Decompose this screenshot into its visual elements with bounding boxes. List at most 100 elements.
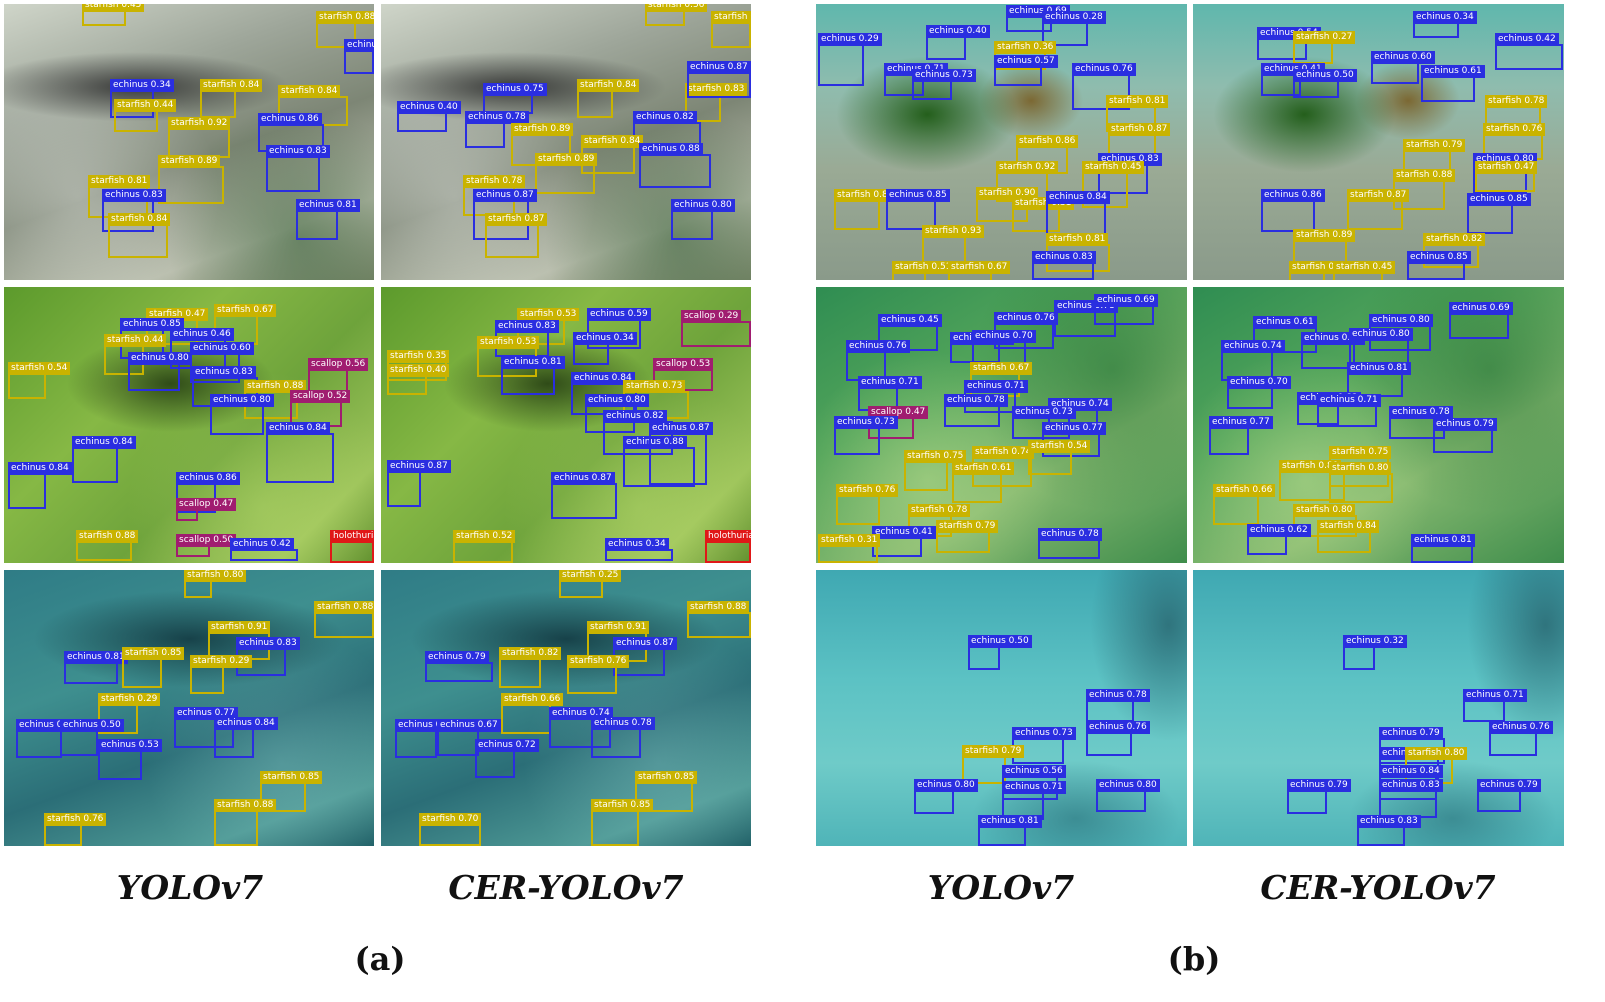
detection-label: starfish 0.67 <box>214 304 277 317</box>
sublabel-b: (b) <box>1167 940 1221 978</box>
detection-label: starfish 0.87 <box>1347 189 1410 202</box>
detection-label: echinus 0.69 <box>1094 294 1158 307</box>
detection-label: starfish 0.92 <box>996 161 1059 174</box>
detection-label: starfish 0.44 <box>104 334 167 347</box>
detection-label: starfish 0.81 <box>1106 95 1169 108</box>
detection-label: starfish 0.88 <box>316 11 374 24</box>
detection-box: holothurian <box>705 530 751 563</box>
detection-box: echinus 0.71 <box>1463 689 1527 722</box>
caption-b-cer-yolov7: CER-YOLOv7 <box>1260 868 1496 907</box>
detection-label: echinus 0.83 <box>344 39 374 52</box>
detection-label: starfish 0.88 <box>244 380 307 393</box>
detection-label: starfish 0.89 <box>511 123 574 136</box>
detection-label: starfish 0.85 <box>635 771 698 784</box>
detection-label: echinus 0.61 <box>1253 316 1317 329</box>
detection-box: starfish 0.76 <box>44 813 107 846</box>
detection-label: echinus 0.83 <box>102 189 166 202</box>
detection-box: starfish 0.40 <box>387 364 450 395</box>
detection-label: starfish 0.79 <box>1403 139 1466 152</box>
detection-label: echinus 0.73 <box>834 416 898 429</box>
detection-box: starfish 0.76 <box>836 484 899 525</box>
detection-label: starfish 0.53 <box>517 308 580 321</box>
detection-box: starfish 0.45 <box>82 4 145 26</box>
detection-box: starfish 0.81 <box>1046 233 1110 272</box>
detection-label: echinus 0.71 <box>1463 689 1527 702</box>
detection-box: starfish 0.27 <box>1293 31 1356 64</box>
detection-label: scallop 0.53 <box>653 358 714 371</box>
detection-box: starfish 0.84 <box>1317 520 1380 553</box>
detection-box: echinus 0.76 <box>1086 721 1150 756</box>
detection-label: starfish 0.45 <box>1333 261 1396 274</box>
detection-label: echinus 0.77 <box>174 707 238 720</box>
detection-label: starfish 0.84 <box>278 85 341 98</box>
detection-box: echinus 0.34 <box>1413 11 1477 38</box>
detection-box: starfish 0.81 <box>88 175 151 218</box>
detection-label: echinus 0.86 <box>176 472 240 485</box>
detection-label: echinus 0.77 <box>1042 422 1106 435</box>
panel-b-row1-cer: echinus 0.34 echinus 0.54 starfish 0.27 ech… <box>1193 4 1564 280</box>
detection-label: starfish 0.79 <box>936 520 999 533</box>
caption-a-yolov7: YOLOv7 <box>116 868 264 907</box>
detection-label: starfish 0.81 <box>88 175 151 188</box>
detection-label: echinus 0.59 <box>587 308 651 321</box>
detection-box: echinus 0.79 <box>1433 418 1497 453</box>
detection-label: starfish 0.88 <box>76 530 139 543</box>
detection-box: echinus 0.87 <box>387 460 451 507</box>
caption-a-cer-yolov7: CER-YOLOv7 <box>448 868 684 907</box>
detection-box: echinus 0.80 <box>128 352 192 391</box>
detection-label: echinus 0.76 <box>994 312 1058 325</box>
detection-box: echinus 0.78 <box>1301 332 1365 369</box>
detection-label: echinus 0.79 <box>1433 418 1497 431</box>
detection-label: echinus 0.70 <box>972 330 1036 343</box>
detection-label: echinus 0.75 <box>483 83 547 96</box>
detection-box: echinus 0.42 <box>1495 33 1563 70</box>
detection-label: starfish 0.47 <box>1475 161 1538 174</box>
detection-label: starfish 0.25 <box>559 570 622 582</box>
detection-box: echinus 0.34 <box>573 332 637 365</box>
detection-label: starfish 0.84 <box>200 79 263 92</box>
detection-box: starfish 0.88 <box>76 530 139 561</box>
detection-label: starfish 0.67 <box>970 362 1033 375</box>
detection-box: starfish 0.51 <box>1289 261 1352 280</box>
detection-label: starfish 0.36 <box>994 41 1057 54</box>
detection-box: echinus 0.70 <box>1227 376 1291 409</box>
detection-label: starfish 0.89 <box>1293 229 1356 242</box>
detection-box: starfish 0.84 <box>108 213 171 258</box>
detection-box: echinus 0.81 <box>978 815 1042 846</box>
detection-box: starfish 0.80 <box>1329 462 1393 503</box>
detection-label: echinus 0.84 <box>8 462 72 475</box>
detection-box: echinus 0.79 <box>425 651 493 682</box>
detection-box: starfish 0.80 <box>184 570 247 598</box>
detection-label: starfish 0.74 <box>972 446 1035 459</box>
detection-box: echinus 0.53 <box>98 739 162 780</box>
detection-label: echinus 0.77 <box>1209 416 1273 429</box>
panel-a-row2-cer: starfish 0.53 echinus 0.59 scallop 0.29 ech… <box>381 287 751 563</box>
detection-box: starfish 0.70 <box>419 813 482 846</box>
detection-label: starfish 0.79 <box>962 745 1025 758</box>
detection-label: echinus 0.83 <box>1379 779 1443 792</box>
detection-box: echinus 0.73 <box>834 416 898 455</box>
detection-label: starfish 0.66 <box>501 693 564 706</box>
caption-b-yolov7: YOLOv7 <box>927 868 1075 907</box>
detection-label: echinus 0.80 <box>1369 314 1433 327</box>
detection-label: starfish 0.66 <box>1213 484 1276 497</box>
detection-label: echinus 0.83 <box>1357 815 1421 828</box>
detection-label: starfish 0.93 <box>922 225 985 238</box>
detection-box: starfish 0.67 <box>948 261 1011 280</box>
detection-box: echinus 0.61 <box>1421 65 1485 102</box>
detection-box: starfish 0.44 <box>114 99 177 132</box>
detection-label: starfish 0.44 <box>114 99 177 112</box>
detection-box: echinus 0.50 <box>968 635 1032 670</box>
detection-label: starfish 0.67 <box>948 261 1011 274</box>
detection-label: echinus 0.80 <box>671 199 735 212</box>
detection-label: starfish 0.75 <box>904 450 967 463</box>
detection-label: starfish 0.45 <box>1082 161 1145 174</box>
detection-label: echinus 0.80 <box>210 394 274 407</box>
detection-label: starfish 0.84 <box>1317 520 1380 533</box>
detection-box: echinus 0.72 <box>475 739 539 778</box>
detection-label: echinus 0.73 <box>1012 727 1076 740</box>
panel-a-row2-yolov7: starfish 0.47 starfish 0.67 echinus 0.85 ec… <box>4 287 374 563</box>
detection-label: starfish 0.29 <box>98 693 161 706</box>
detection-label: echinus 0.72 <box>475 739 539 752</box>
